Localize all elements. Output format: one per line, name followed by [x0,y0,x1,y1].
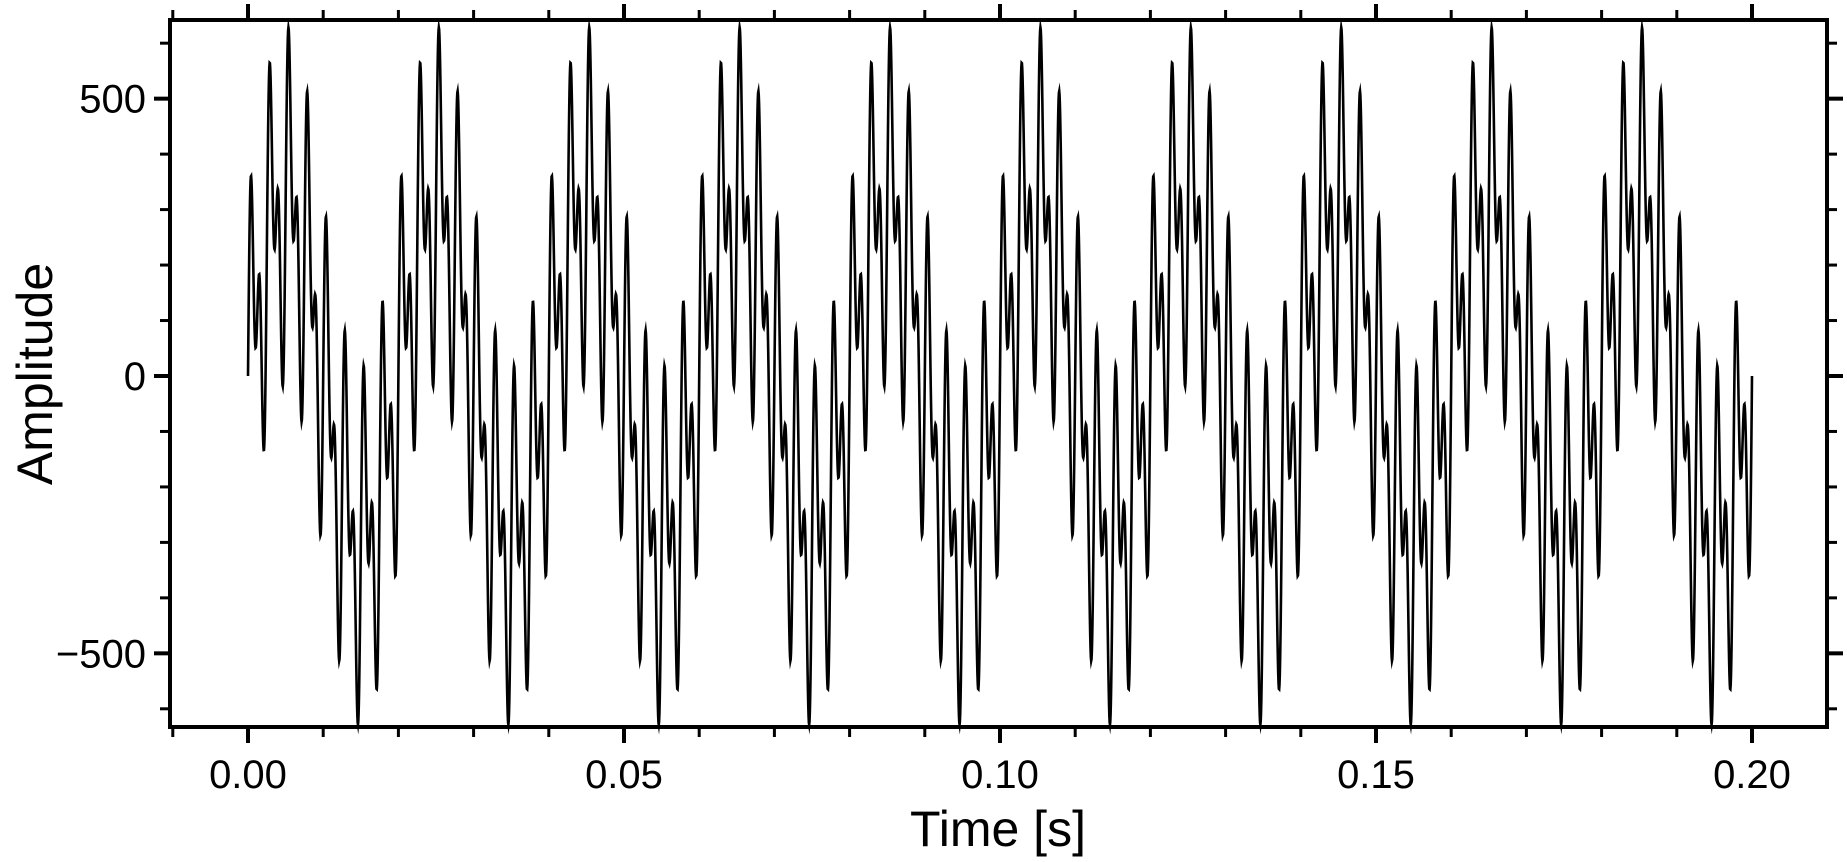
x-tick-label: 0.20 [1713,753,1791,797]
waveform-line [246,17,1754,735]
x-axis-tick-labels: 0.00 0.05 0.10 0.15 0.20 [209,753,1791,797]
y-tick-label: −500 [56,632,146,676]
x-axis-title: Time [s] [910,801,1086,857]
y-axis-title: Amplitude [7,263,63,485]
x-axis-ticks [171,4,1755,743]
y-tick-label: 500 [79,78,146,122]
plot-frame [168,18,1829,729]
x-tick-label: 0.15 [1337,753,1415,797]
y-tick-label: 0 [124,355,146,399]
x-tick-label: 0.10 [961,753,1039,797]
x-tick-label: 0.00 [209,753,287,797]
y-axis-tick-labels: −500 0 500 [56,78,146,677]
y-axis-ticks [154,41,1843,711]
x-tick-label: 0.05 [585,753,663,797]
